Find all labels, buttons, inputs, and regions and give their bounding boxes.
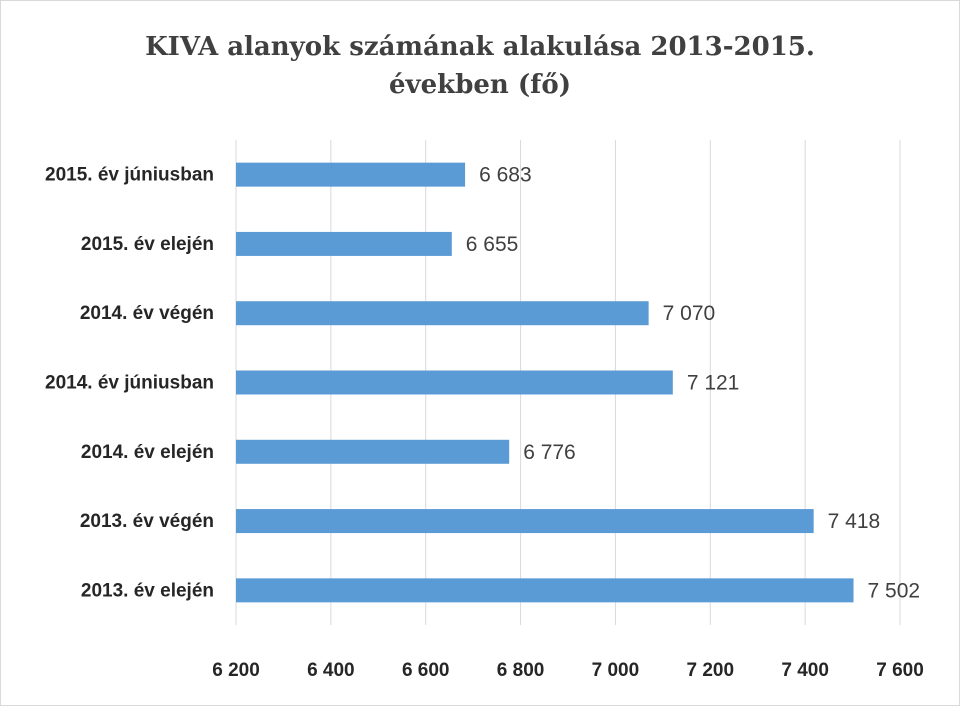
category-label-5: 2013. év végén [80,511,214,532]
category-labels: 2015. év júniusban 2015. év elején 2014. é… [45,165,214,602]
x-axis-tick-labels: 6 200 6 400 6 600 6 800 7 000 7 200 7 400 7 600 [212,660,924,681]
category-label-6: 2013. év elején [81,580,214,601]
value-label-0: 6 683 [479,164,532,187]
value-label-6: 7 502 [868,579,921,602]
x-tick-label-6: 7 400 [781,660,829,681]
x-tick-label-2: 6 600 [402,660,450,681]
x-tick-label-7: 7 600 [876,660,924,681]
category-label-4: 2014. év elején [81,442,214,463]
value-labels: 6 683 6 655 7 070 7 121 6 776 7 418 7 502 [466,164,920,603]
bar-2 [236,301,649,326]
value-label-1: 6 655 [466,233,519,256]
category-label-1: 2015. év elején [81,234,214,255]
bar-1 [236,231,452,256]
x-tick-label-0: 6 200 [212,660,260,681]
value-label-4: 6 776 [523,441,576,464]
value-label-2: 7 070 [663,302,716,325]
category-label-0: 2015. év júniusban [45,165,214,186]
chart-title-line-1: KIVA alanyok számának alakulása 2013-201… [145,32,815,62]
bar-4 [236,439,510,464]
category-label-3: 2014. év júniusban [45,373,214,394]
bars [236,162,854,603]
x-tick-label-3: 6 800 [497,660,545,681]
value-label-5: 7 418 [828,510,881,533]
value-label-3: 7 121 [687,372,740,395]
bar-6 [236,578,854,603]
chart-title-line-2: években (fő) [388,70,571,100]
x-tick-label-5: 7 200 [687,660,735,681]
bar-5 [236,509,814,534]
chart-title: KIVA alanyok számának alakulása 2013-201… [0,28,960,104]
bar-3 [236,370,673,395]
x-tick-label-4: 7 000 [592,660,640,681]
bar-0 [236,162,466,187]
category-label-2: 2014. év végén [80,303,214,324]
x-tick-label-1: 6 400 [307,660,355,681]
